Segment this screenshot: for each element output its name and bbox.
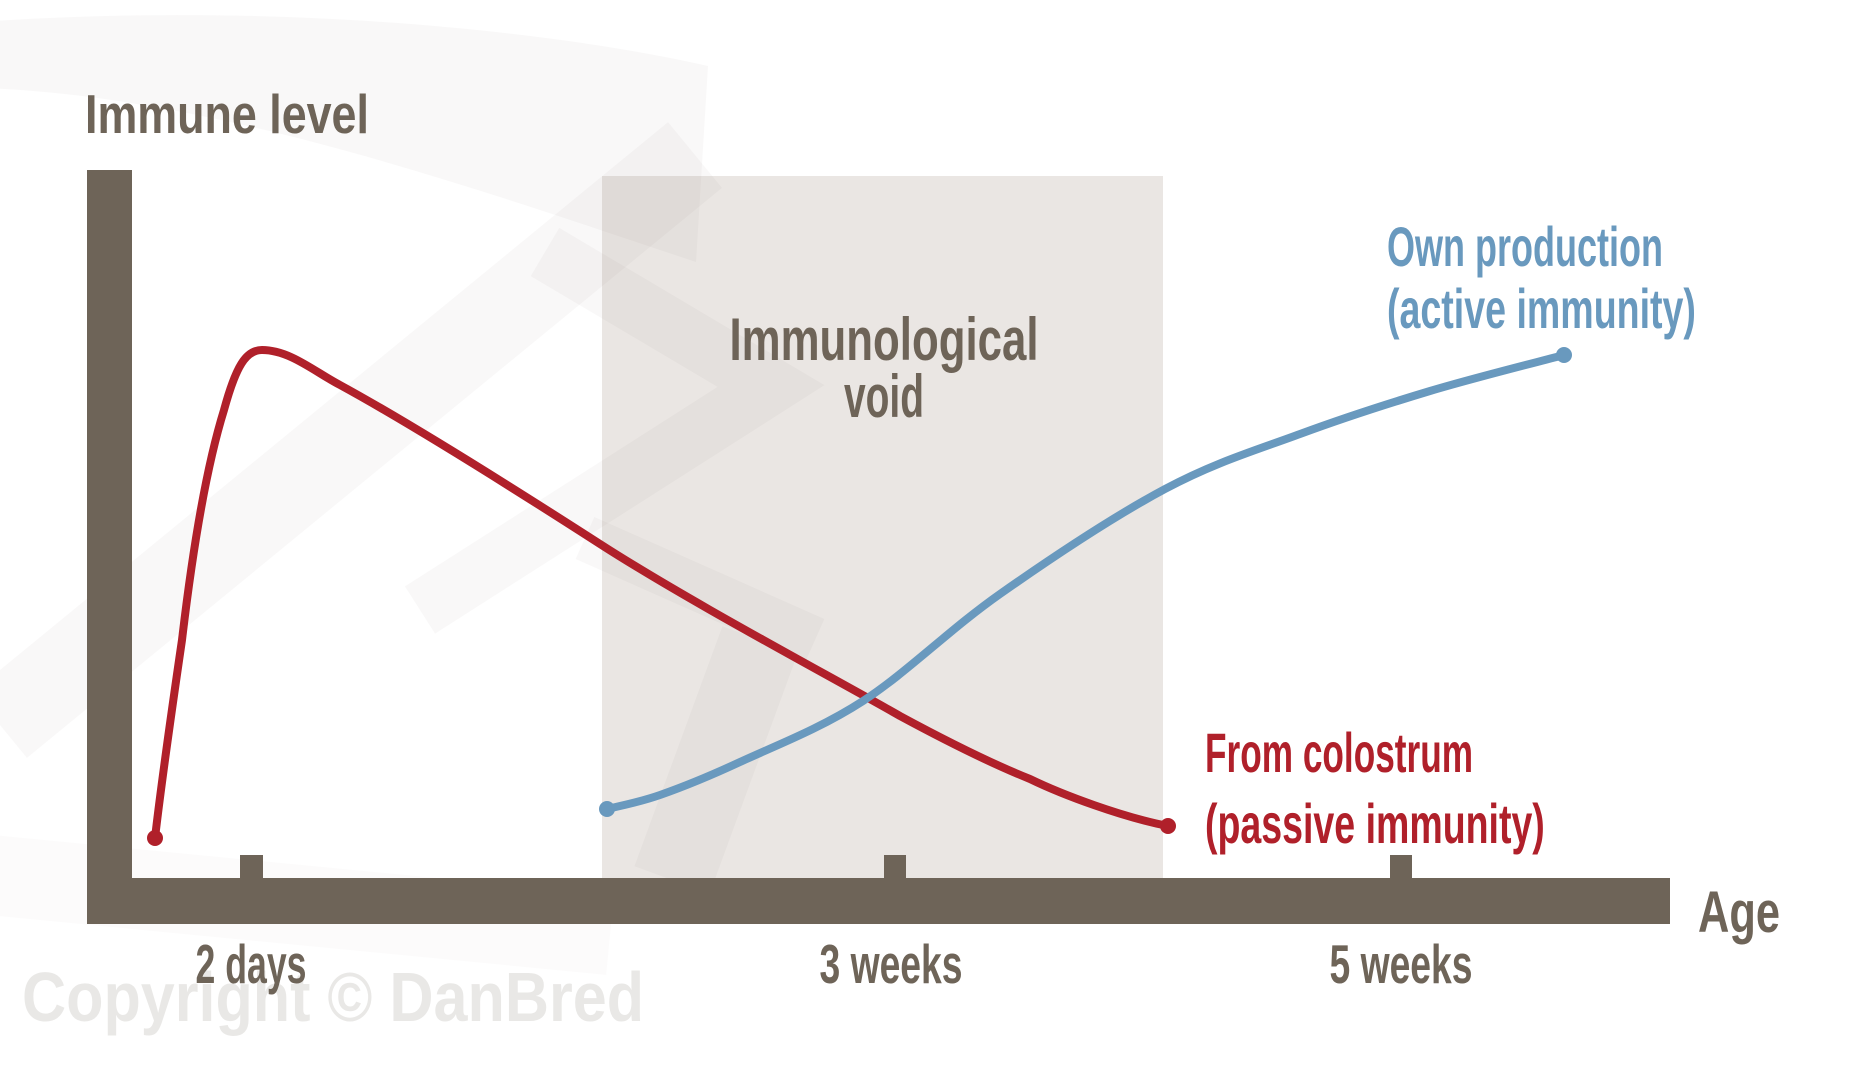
- svg-text:Immunological: Immunological: [730, 306, 1039, 373]
- svg-text:From colostrum: From colostrum: [1205, 722, 1473, 784]
- svg-text:Own production: Own production: [1387, 215, 1663, 278]
- svg-text:Copyright © DanBred: Copyright © DanBred: [22, 958, 644, 1036]
- svg-text:void: void: [844, 362, 924, 430]
- svg-text:3 weeks: 3 weeks: [819, 933, 962, 995]
- svg-text:5 weeks: 5 weeks: [1329, 933, 1472, 995]
- svg-text:2 days: 2 days: [196, 933, 307, 995]
- svg-text:Immune level: Immune level: [85, 84, 369, 145]
- svg-text:(passive immunity): (passive immunity): [1205, 794, 1545, 856]
- svg-text:(active immunity): (active immunity): [1387, 279, 1696, 341]
- svg-text:Age: Age: [1698, 880, 1780, 945]
